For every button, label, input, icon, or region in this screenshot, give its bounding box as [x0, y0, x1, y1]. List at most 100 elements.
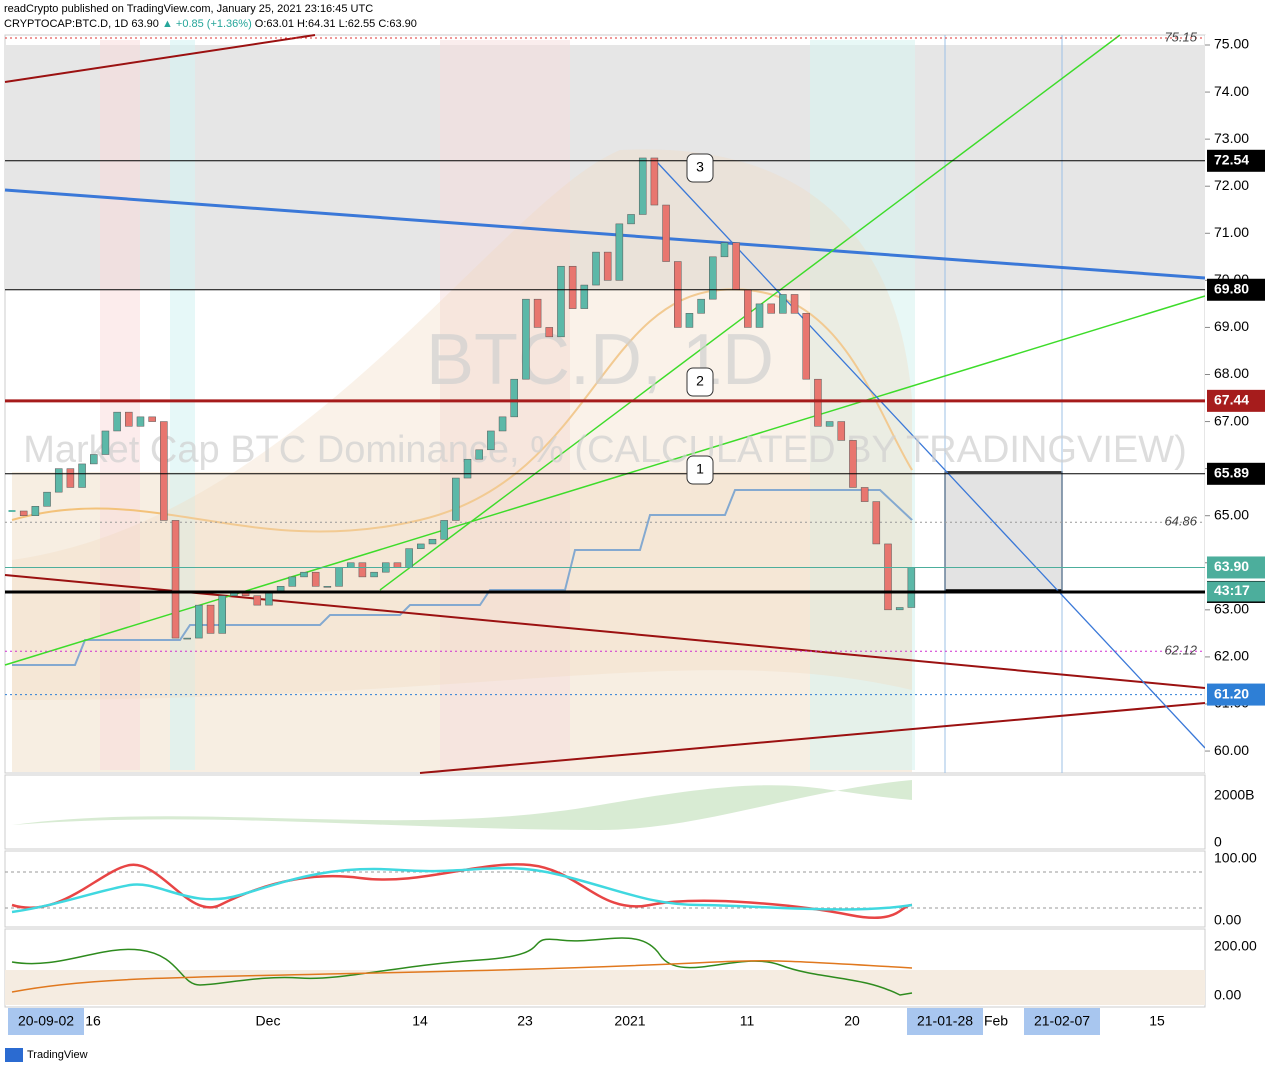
- price-tag: [1207, 278, 1265, 301]
- last: 63.90: [131, 18, 159, 30]
- change: ▲ +0.85 (+1.36%): [162, 18, 252, 30]
- level-label: 64.86: [1164, 514, 1197, 529]
- wave-label: 3: [696, 159, 704, 175]
- axis-label: 100.00: [1214, 850, 1257, 866]
- watermark-description: Market Cap BTC Dominance, % (CALCULATED …: [23, 429, 1187, 471]
- candle-body: [627, 214, 635, 225]
- candle-body: [568, 265, 577, 309]
- symbol: CRYPTOCAP:BTC.D, 1D: [4, 18, 128, 30]
- candle-body: [335, 567, 343, 587]
- candle-body: [498, 416, 507, 432]
- y-tick-label: 74.00: [1214, 83, 1249, 99]
- candle-body: [744, 289, 752, 328]
- price-tag-label: 67.44: [1214, 392, 1249, 408]
- x-tick-label: 15: [1149, 1013, 1165, 1029]
- axis-label: 0.00: [1214, 912, 1241, 928]
- candle-body: [580, 284, 589, 309]
- x-tick-label: 2021: [614, 1013, 645, 1029]
- x-tick-label: 23: [517, 1013, 533, 1029]
- wave-box: [686, 367, 714, 397]
- x-tick-label: 11: [740, 1013, 755, 1029]
- candle-body: [615, 223, 624, 281]
- trend-line: [4, 295, 1206, 666]
- trend-line: [4, 188, 1206, 280]
- price-tag-label: 65.89: [1214, 465, 1249, 481]
- candle-body: [545, 327, 554, 338]
- x-tick-label: 14: [412, 1013, 428, 1029]
- candle-body: [802, 313, 810, 380]
- y-tick-label: 71.00: [1214, 224, 1249, 240]
- price-tag-label: 63.90: [1214, 558, 1249, 574]
- osc-line: [11, 866, 913, 914]
- candle-body: [253, 595, 262, 606]
- candle-body: [346, 562, 355, 568]
- marks: 60.0061.0062.0063.0064.0065.0066.0067.00…: [5, 29, 1280, 773]
- candle-body: [872, 501, 881, 545]
- price-tag: [1207, 389, 1265, 412]
- highlight: [170, 40, 195, 770]
- candle-body: [417, 543, 425, 549]
- publisher: readCrypto published on TradingView.com,…: [4, 3, 373, 15]
- candle-body: [300, 571, 308, 578]
- candle-body: [31, 506, 40, 516]
- price-tag: [1207, 149, 1265, 172]
- price-tag: [1207, 462, 1265, 485]
- x-tag: [907, 1008, 983, 1035]
- x-axis: 20-09-02 16 Dec 14 23 2021 11 20 21-01-28 Feb 21-0…: [8, 1008, 1165, 1035]
- candle-body: [475, 449, 483, 460]
- candle-body: [358, 562, 367, 578]
- candle-body: [66, 468, 75, 488]
- main-pane: BTC.D, 1D Market Cap BTC Dominance, % (C…: [4, 34, 1206, 774]
- candle-body: [393, 562, 402, 568]
- trend-line: [4, 574, 1206, 689]
- candle-body: [685, 313, 694, 328]
- candle-body: [860, 487, 869, 502]
- x-tag: [1024, 1008, 1100, 1035]
- candle-body: [288, 576, 297, 587]
- y-tick-label: 60.00: [1214, 742, 1249, 758]
- y-tick-label: 72.00: [1214, 177, 1249, 193]
- osc-line: [11, 863, 913, 920]
- level-label: 62.12: [1164, 643, 1197, 658]
- highlight: [810, 40, 915, 770]
- candle-body: [206, 604, 215, 634]
- candle-body: [405, 548, 413, 568]
- price-tag: [1207, 556, 1265, 579]
- x-tick-label: Feb: [984, 1013, 1008, 1029]
- wave-box: [686, 455, 714, 485]
- volume-band: [12, 780, 912, 830]
- candle-body: [557, 265, 565, 338]
- candle-body: [907, 567, 916, 608]
- y-tick-label: 75.00: [1214, 36, 1249, 52]
- price-tag-label: 69.80: [1214, 280, 1249, 296]
- range-zone: [5, 45, 1205, 290]
- signal-line: [11, 960, 913, 993]
- axis-label: 0: [1214, 834, 1222, 850]
- candle-body: [54, 468, 63, 493]
- candle-body: [709, 256, 717, 300]
- trend-line: [419, 702, 1206, 774]
- candle-body: [732, 242, 740, 291]
- candle-body: [440, 520, 448, 540]
- candle-body: [101, 430, 110, 455]
- band: [12, 149, 912, 701]
- candle-body: [603, 251, 612, 281]
- candle-body: [183, 637, 191, 640]
- countdown: 43:17: [1214, 582, 1250, 598]
- x-tick-label: 20-09-02: [18, 1013, 74, 1029]
- candle-body: [767, 303, 775, 314]
- axis-label: 0.00: [1214, 987, 1241, 1003]
- candle-body: [674, 261, 682, 328]
- trend-line: [4, 34, 316, 83]
- symbol-line: CRYPTOCAP:BTC.D, 1D 63.90 ▲ +0.85 (+1.36…: [4, 18, 417, 30]
- candle-body: [125, 411, 133, 427]
- x-tick-label: 20: [844, 1013, 860, 1029]
- wave-label: 2: [696, 373, 704, 389]
- x-tick-label: 16: [85, 1013, 101, 1029]
- ma-line: [11, 288, 913, 533]
- pane-frame: [4, 850, 1206, 928]
- level-label: 75.15: [1164, 29, 1197, 44]
- zone: [5, 970, 1205, 1005]
- candle-body: [43, 491, 51, 507]
